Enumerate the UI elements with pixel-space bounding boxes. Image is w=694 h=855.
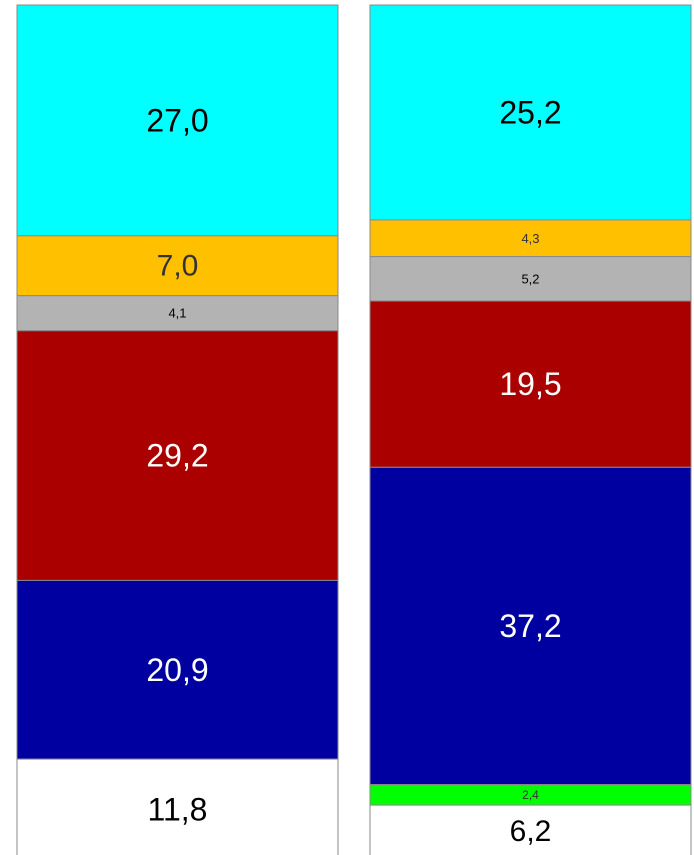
bar-column-2: 25,2 4,3 5,2 19,5 37,2 2,4 6,2 [369, 4, 692, 855]
bar-segment [16, 758, 339, 855]
bar-segment [369, 466, 692, 786]
data-label: 2,4 [522, 788, 539, 802]
bar-segment [369, 804, 692, 855]
bar-column-1: 27,0 7,0 4,1 29,2 20,9 11,8 [16, 4, 339, 855]
bar-segment [369, 219, 692, 258]
data-label: 7,0 [157, 249, 199, 282]
bar-segment [16, 235, 339, 297]
data-label: 27,0 [146, 102, 208, 138]
data-label: 6,2 [510, 815, 552, 848]
chart-plot-area: 27,0 7,0 4,1 29,2 20,9 11,8 25,2 4,3 5,2 19,5 37,2… [16, 4, 692, 855]
data-label: 37,2 [499, 608, 561, 644]
data-label: 19,5 [499, 366, 561, 402]
data-label: 4,1 [168, 306, 186, 321]
data-label: 11,8 [148, 792, 208, 828]
bar-segment [16, 330, 339, 581]
bar-segment [16, 579, 339, 760]
bar-segment [369, 256, 692, 302]
data-label: 29,2 [146, 438, 208, 474]
bar-segment [369, 300, 692, 468]
data-label: 25,2 [499, 94, 561, 130]
data-label: 5,2 [521, 271, 539, 286]
bar-segment [16, 295, 339, 332]
bar-segment [16, 4, 339, 237]
data-label: 4,3 [521, 231, 539, 246]
bar-segment [369, 4, 692, 221]
data-label: 20,9 [146, 652, 208, 688]
